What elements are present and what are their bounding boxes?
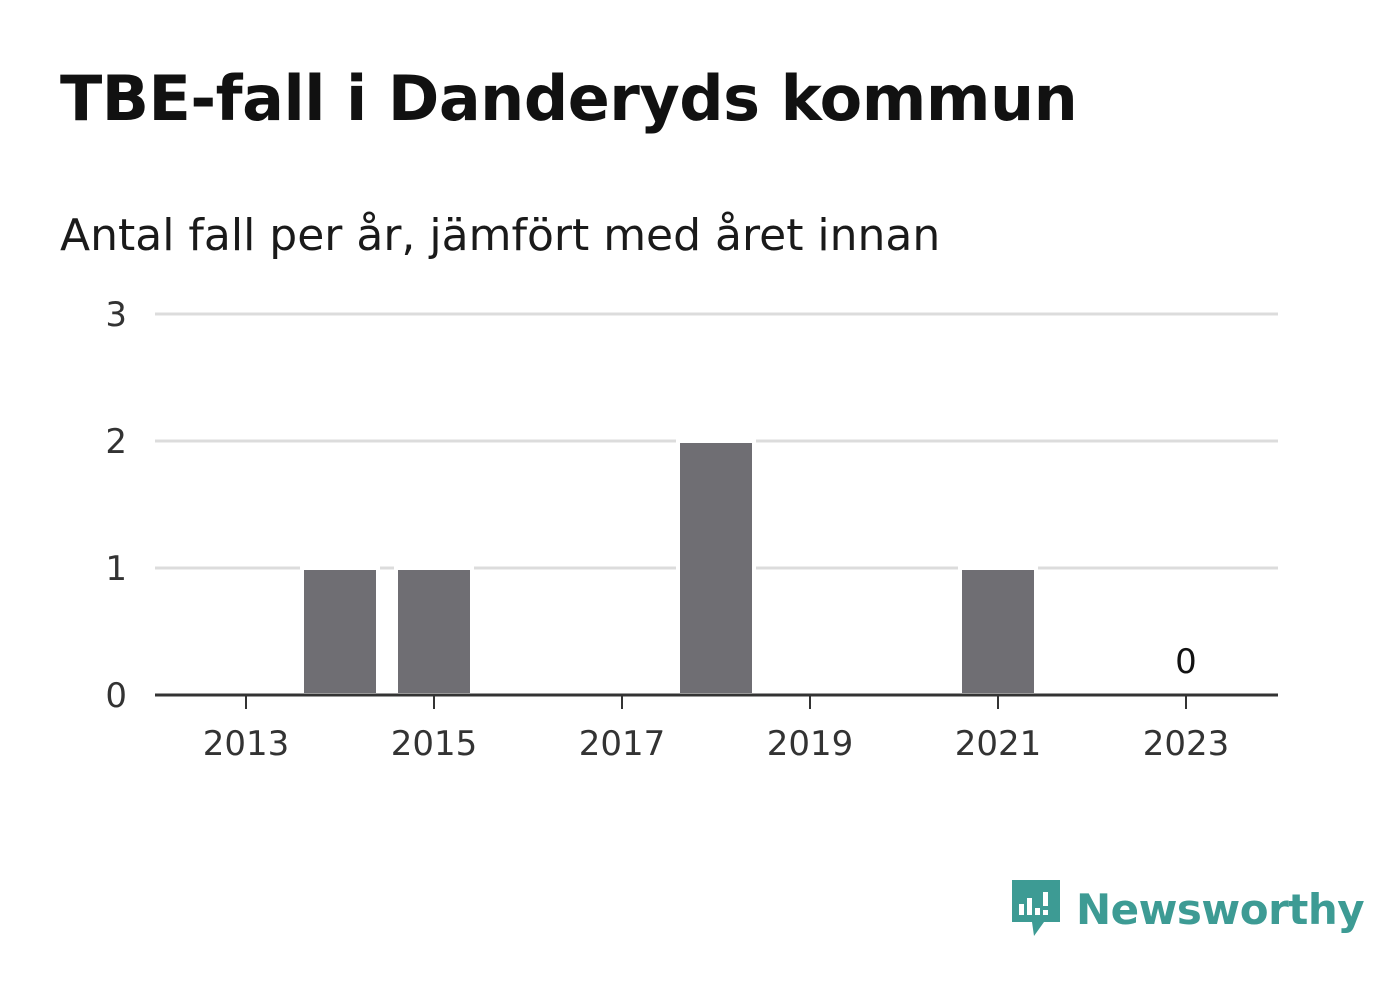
bar xyxy=(300,566,380,697)
x-tick-label: 2013 xyxy=(203,724,290,764)
y-tick-label: 1 xyxy=(105,549,127,589)
newsworthy-logo: Newsworthy xyxy=(1010,878,1365,940)
x-tick-label: 2017 xyxy=(579,724,666,764)
bar xyxy=(958,566,1038,697)
newsworthy-logo-icon xyxy=(1012,880,1060,936)
newsworthy-logo-text: Newsworthy xyxy=(1076,884,1365,934)
x-tick-label: 2021 xyxy=(955,724,1042,764)
y-tick-label: 0 xyxy=(105,676,127,716)
x-tick-label: 2023 xyxy=(1143,724,1230,764)
bar xyxy=(394,566,474,697)
bar xyxy=(676,439,756,697)
chart-title: TBE-fall i Danderyds kommun xyxy=(60,62,1078,135)
x-tick-label: 2015 xyxy=(391,724,478,764)
data-label: 0 xyxy=(1175,642,1197,682)
y-tick-label: 2 xyxy=(105,422,127,462)
y-tick-label: 3 xyxy=(105,295,127,335)
chart-subtitle: Antal fall per år, jämfört med året inna… xyxy=(60,210,941,261)
x-tick-label: 2019 xyxy=(767,724,854,764)
